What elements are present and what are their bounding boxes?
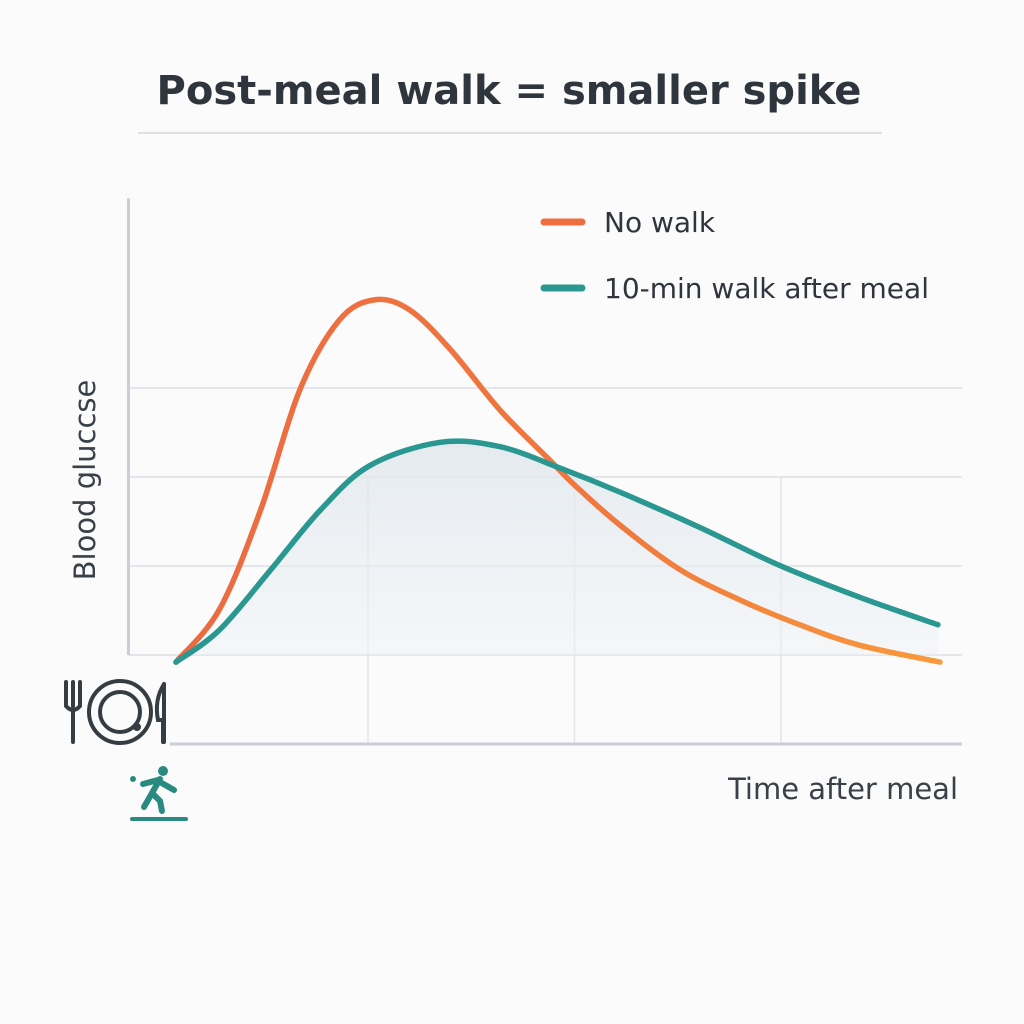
walk-line xyxy=(173,438,941,665)
no-walk-line xyxy=(173,296,943,665)
legend-label: 10-min walk after meal xyxy=(604,272,929,305)
legend-label: No walk xyxy=(604,206,716,239)
y-axis-label: Blood gluccse xyxy=(68,380,102,581)
walking-person-icon xyxy=(130,766,188,821)
walk-area-fill xyxy=(175,441,938,663)
chart-title: Post-meal walk = smaller spike xyxy=(157,68,862,114)
x-axis-label: Time after meal xyxy=(727,772,958,806)
plate-fork-knife-icon xyxy=(64,679,166,745)
